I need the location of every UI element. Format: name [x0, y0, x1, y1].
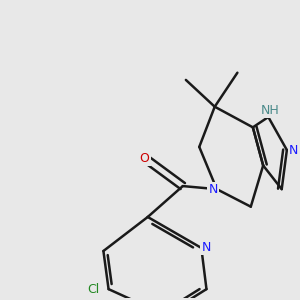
Text: N: N: [289, 143, 298, 157]
Text: N: N: [208, 183, 218, 196]
Text: Cl: Cl: [87, 283, 99, 296]
Text: O: O: [140, 152, 150, 165]
Text: N: N: [201, 242, 211, 254]
Text: NH: NH: [260, 104, 279, 117]
